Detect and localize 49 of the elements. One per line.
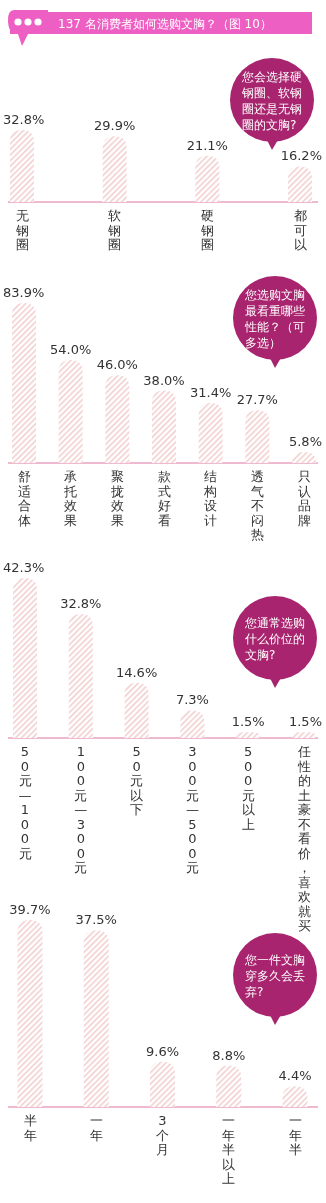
data-label: 54.0% <box>50 342 92 358</box>
data-label: 39.7% <box>9 902 51 917</box>
data-label: 4.4% <box>278 1068 312 1084</box>
data-label: 31.4% <box>190 385 232 401</box>
x-tick-label: 只认品牌 <box>297 469 311 528</box>
x-tick-label: 都可以 <box>293 208 307 252</box>
data-label: 21.1% <box>186 137 228 153</box>
x-tick-label: 承托效果 <box>63 469 78 528</box>
data-label: 16.2% <box>280 148 322 164</box>
x-tick-label: 一年半 <box>288 1113 302 1157</box>
chart-subtitle: 您会选择硬钢圈、软钢圈还是无钢圈的文胸? <box>241 70 302 132</box>
data-label: 8.8% <box>212 1047 246 1063</box>
x-tick-label: 一年 <box>89 1113 103 1143</box>
x-tick-label: 结构设计 <box>203 469 218 528</box>
x-tick-label: 一年半以上 <box>222 1113 236 1186</box>
x-tick-label: 软钢圈 <box>107 208 122 252</box>
text: 您选购文胸最看重哪些性能？（可多选） <box>244 288 305 350</box>
data-label: 32.8% <box>3 112 45 127</box>
x-tick-label: 款式好看 <box>157 469 171 528</box>
data-label: 1.5% <box>231 714 265 730</box>
category-label: 任性的土豪不看价，喜欢就买 <box>297 744 311 933</box>
data-label: 83.9% <box>3 285 45 300</box>
category-label: 100元—300元 <box>74 744 88 875</box>
data-label: 1.5% <box>288 714 322 730</box>
chart-title: 137 名消费者如何选购文胸？（图 10） <box>58 17 272 31</box>
data-label: 42.3% <box>3 560 45 575</box>
data-label: 37.5% <box>75 912 117 928</box>
x-tick-label: 聚拢效果 <box>109 469 124 528</box>
x-tick-label: 透气不闷热 <box>250 469 264 542</box>
x-tick-label: 舒适合体 <box>17 469 31 528</box>
data-label: 5.8% <box>288 433 322 449</box>
data-label: 38.0% <box>143 372 185 388</box>
data-label: 27.7% <box>236 392 278 408</box>
text: 您通常选购什么价位的文胸? <box>244 616 305 662</box>
x-tick-label: 半年 <box>23 1113 37 1143</box>
x-tick-label: 500元以上 <box>241 744 255 832</box>
text: 您一件文胸穿多久会丢弃? <box>244 953 305 999</box>
x-tick-label: 50元以下 <box>130 744 144 817</box>
data-label: 29.9% <box>94 118 136 134</box>
data-label: 9.6% <box>145 1043 180 1059</box>
x-tick-label: 50元—100元 <box>18 744 32 861</box>
category-label: 300元—500元 <box>185 744 199 875</box>
x-tick-label: 无钢圈 <box>14 208 29 252</box>
data-label: 14.6% <box>115 664 158 680</box>
data-label: 7.3% <box>175 692 209 708</box>
data-label: 46.0% <box>96 357 138 373</box>
data-label: 32.8% <box>60 595 102 611</box>
x-tick-label: 硬钢圈 <box>199 208 214 252</box>
x-tick-label: 3个月 <box>156 1113 169 1157</box>
